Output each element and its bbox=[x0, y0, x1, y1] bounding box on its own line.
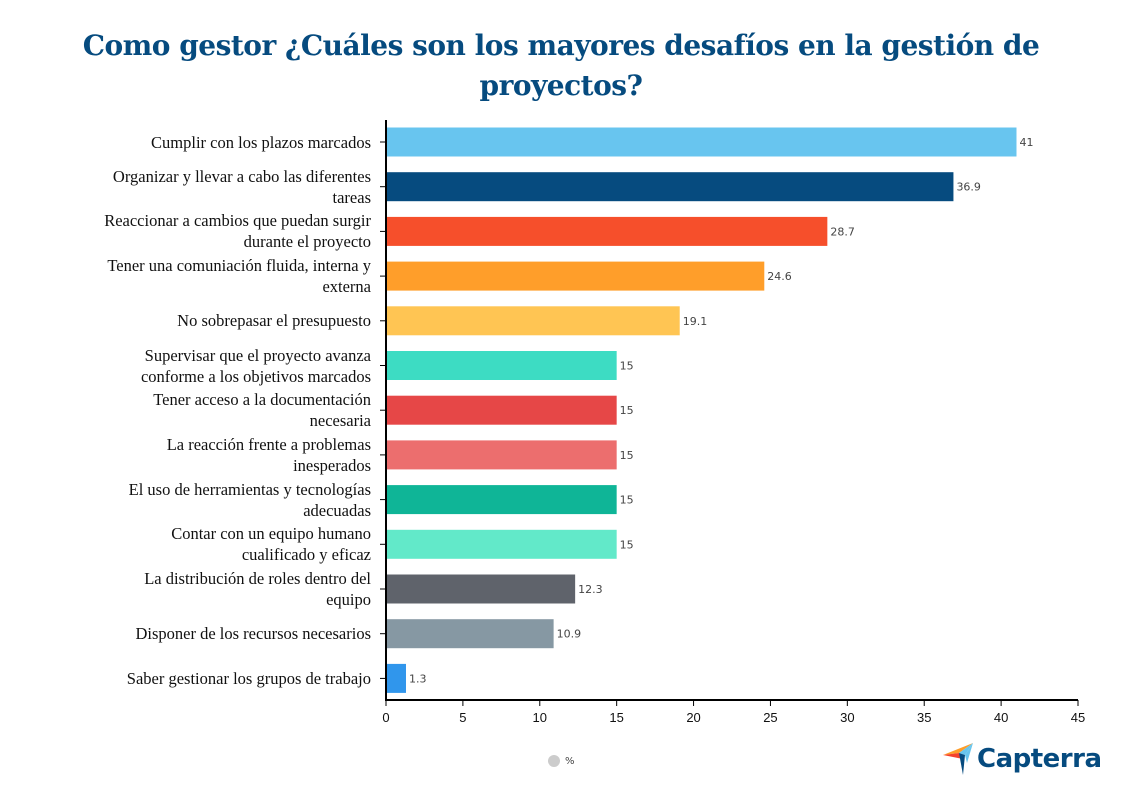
legend-marker bbox=[548, 755, 560, 767]
data-label: 36.9 bbox=[956, 181, 981, 194]
category-label-line: Tener acceso a la documentación bbox=[153, 390, 371, 410]
category-label: Supervisar que el proyecto avanza conform… bbox=[11, 345, 371, 387]
category-label: Cumplir con los plazos marcados bbox=[11, 132, 371, 153]
category-label: Disponer de los recursos necesarios bbox=[11, 623, 371, 644]
category-label-line: tareas bbox=[332, 187, 371, 207]
category-label-line: Tener una comuniación fluida, interna y bbox=[107, 256, 371, 276]
category-label-line: externa bbox=[322, 277, 371, 297]
x-tick-label: 5 bbox=[459, 710, 466, 725]
category-label: Saber gestionar los grupos de trabajo bbox=[11, 668, 371, 689]
bar bbox=[386, 440, 617, 470]
category-label: La reacción frente a problemas inesperado… bbox=[11, 434, 371, 476]
x-tick-label: 40 bbox=[994, 710, 1008, 725]
data-label: 15 bbox=[620, 360, 634, 373]
x-tick-label: 45 bbox=[1071, 710, 1085, 725]
bar bbox=[386, 127, 1017, 157]
data-label: 12.3 bbox=[578, 583, 603, 596]
bar bbox=[386, 485, 617, 515]
category-label-line: durante el proyecto bbox=[243, 232, 371, 252]
category-label-line: Organizar y llevar a cabo las diferentes bbox=[112, 166, 371, 186]
bar bbox=[386, 306, 680, 336]
x-tick-label: 10 bbox=[533, 710, 547, 725]
data-label: 15 bbox=[620, 449, 634, 462]
bar bbox=[386, 261, 765, 291]
chart-title: Como gestor ¿Cuáles son los mayores desa… bbox=[82, 29, 1040, 102]
category-label: Contar con un equipo humano cualificado y… bbox=[11, 523, 371, 565]
category-label-line: Disponer de los recursos necesarios bbox=[135, 624, 371, 644]
data-label: 41 bbox=[1019, 136, 1033, 149]
data-label: 10.9 bbox=[557, 628, 582, 641]
category-label: Reaccionar a cambios que puedan surgir du… bbox=[11, 210, 371, 252]
category-label: No sobrepasar el presupuesto bbox=[11, 310, 371, 331]
category-label-line: No sobrepasar el presupuesto bbox=[177, 311, 371, 331]
x-tick-label: 30 bbox=[840, 710, 854, 725]
category-label-line: El uso de herramientas y tecnologías bbox=[128, 479, 371, 499]
x-tick-label: 25 bbox=[763, 710, 777, 725]
category-label: El uso de herramientas y tecnologías adec… bbox=[11, 479, 371, 521]
category-label: Organizar y llevar a cabo las diferentes… bbox=[11, 166, 371, 208]
bar bbox=[386, 172, 954, 202]
bar bbox=[386, 351, 617, 380]
category-label-line: equipo bbox=[326, 590, 371, 609]
x-tick-label: 35 bbox=[917, 710, 931, 725]
category-label-line: La distribución de roles dentro del bbox=[144, 569, 371, 588]
category-label-line: Supervisar que el proyecto avanza bbox=[144, 345, 371, 365]
data-label: 1.3 bbox=[409, 672, 427, 685]
category-label-line: conforme a los objetivos marcados bbox=[140, 366, 371, 386]
category-label-line: cualificado y eficaz bbox=[241, 545, 371, 565]
category-label-line: Contar con un equipo humano bbox=[171, 524, 371, 544]
category-label-line: Saber gestionar los grupos de trabajo bbox=[126, 668, 371, 688]
category-label-line: necesaria bbox=[309, 411, 371, 431]
capterra-logo: Capterra bbox=[943, 743, 1102, 775]
bar bbox=[386, 619, 554, 649]
category-label-line: La reacción frente a problemas bbox=[166, 434, 371, 454]
data-label: 15 bbox=[620, 538, 634, 551]
category-label-line: inesperados bbox=[293, 455, 371, 475]
x-tick-label: 20 bbox=[686, 710, 700, 725]
bar bbox=[386, 216, 828, 246]
data-label: 19.1 bbox=[683, 315, 708, 328]
category-label-line: Reaccionar a cambios que puedan surgir bbox=[104, 211, 371, 231]
bar bbox=[386, 395, 617, 425]
x-tick-label: 15 bbox=[609, 710, 623, 725]
bar bbox=[386, 574, 576, 604]
bar bbox=[386, 663, 406, 693]
data-label: 28.7 bbox=[830, 225, 855, 238]
category-label-line: adecuadas bbox=[303, 500, 371, 520]
legend[interactable]: % bbox=[548, 755, 575, 767]
capterra-logo-icon bbox=[943, 743, 973, 775]
data-label: 15 bbox=[620, 494, 634, 507]
category-label: La distribución de roles dentro del equip… bbox=[11, 568, 371, 610]
bar bbox=[386, 529, 617, 559]
legend-label: % bbox=[565, 755, 575, 767]
category-label-line: Cumplir con los plazos marcados bbox=[151, 132, 371, 152]
brand-name: Capterra bbox=[977, 744, 1102, 774]
x-tick-label: 0 bbox=[382, 710, 389, 725]
data-label: 15 bbox=[620, 404, 634, 417]
category-label: Tener acceso a la documentación necesaria bbox=[11, 389, 371, 431]
data-label: 24.6 bbox=[767, 270, 792, 283]
